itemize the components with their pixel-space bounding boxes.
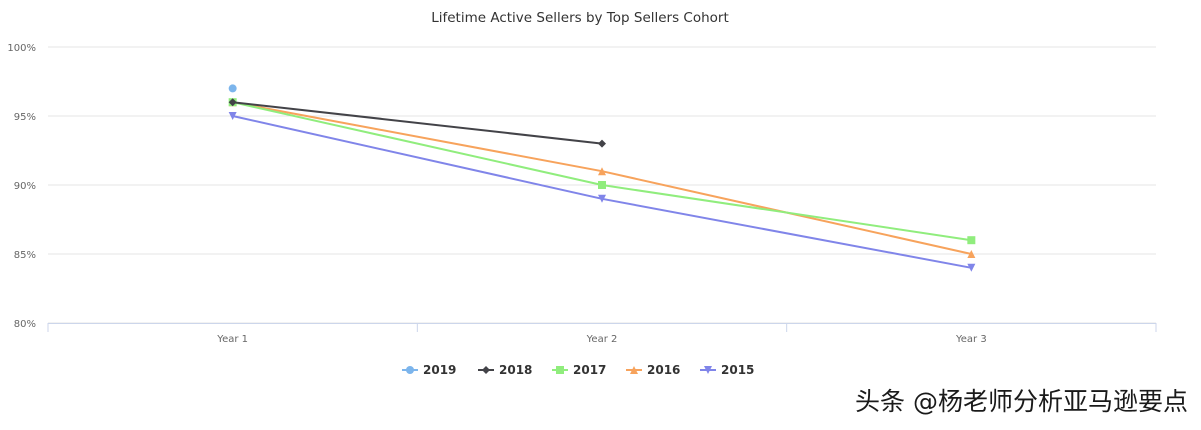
legend[interactable]: 2019 2018 2017 2016 2015	[402, 363, 754, 377]
legend-label: 2016	[647, 363, 680, 377]
series-line-2015	[231, 115, 973, 269]
data-point-2018-year-1	[228, 98, 237, 107]
legend-label: 2018	[499, 363, 532, 377]
y-tick-label: 80%	[14, 319, 36, 330]
data-point-2018-year-2	[598, 139, 606, 148]
legend-label: 2019	[423, 363, 456, 377]
y-tick-label: 85%	[14, 250, 36, 261]
series-2019	[228, 84, 237, 93]
legend-item-2018[interactable]: 2018	[478, 363, 532, 377]
series-layer	[228, 84, 976, 272]
data-point-2015-year-2	[598, 194, 606, 203]
series-2016	[228, 98, 976, 258]
data-point-2017-year-3	[967, 236, 976, 245]
y-tick-label: 95%	[14, 112, 36, 123]
legend-symbol-marker	[704, 366, 712, 374]
legend-symbol-marker	[482, 366, 490, 374]
legend-symbol-marker	[556, 366, 564, 374]
legend-item-2015[interactable]: 2015	[700, 363, 754, 377]
legend-item-2019[interactable]: 2019	[402, 363, 456, 377]
data-point-2019-year-1	[228, 84, 237, 93]
x-tick-label: Year 3	[955, 334, 987, 345]
legend-symbol-marker	[630, 366, 638, 374]
x-tick-label: Year 2	[586, 334, 618, 345]
watermark: 头条 @杨老师分析亚马逊要点	[855, 387, 1188, 416]
data-point-2015-year-1	[228, 112, 237, 120]
chart-title: Lifetime Active Sellers by Top Sellers C…	[431, 10, 729, 26]
series-line-2018	[231, 101, 603, 145]
axes: 80% 85% 90% 95% 100% Year 1 Year 2 Year 3	[7, 43, 1157, 345]
y-tick-label: 100%	[7, 43, 36, 54]
data-point-2016-year-2	[598, 167, 606, 176]
data-point-2016-year-3	[967, 250, 976, 258]
x-tick-label: Year 1	[216, 334, 248, 345]
series-2018	[228, 98, 606, 148]
series-line-2016	[231, 101, 973, 255]
legend-item-2017[interactable]: 2017	[552, 363, 606, 377]
data-point-2017-year-2	[598, 181, 606, 189]
legend-label: 2017	[573, 363, 606, 377]
legend-symbol-marker	[406, 366, 414, 374]
legend-item-2016[interactable]: 2016	[626, 363, 680, 377]
data-point-2015-year-3	[967, 263, 976, 272]
series-2015	[228, 112, 976, 272]
y-tick-label: 90%	[14, 181, 36, 192]
legend-label: 2015	[721, 363, 754, 377]
